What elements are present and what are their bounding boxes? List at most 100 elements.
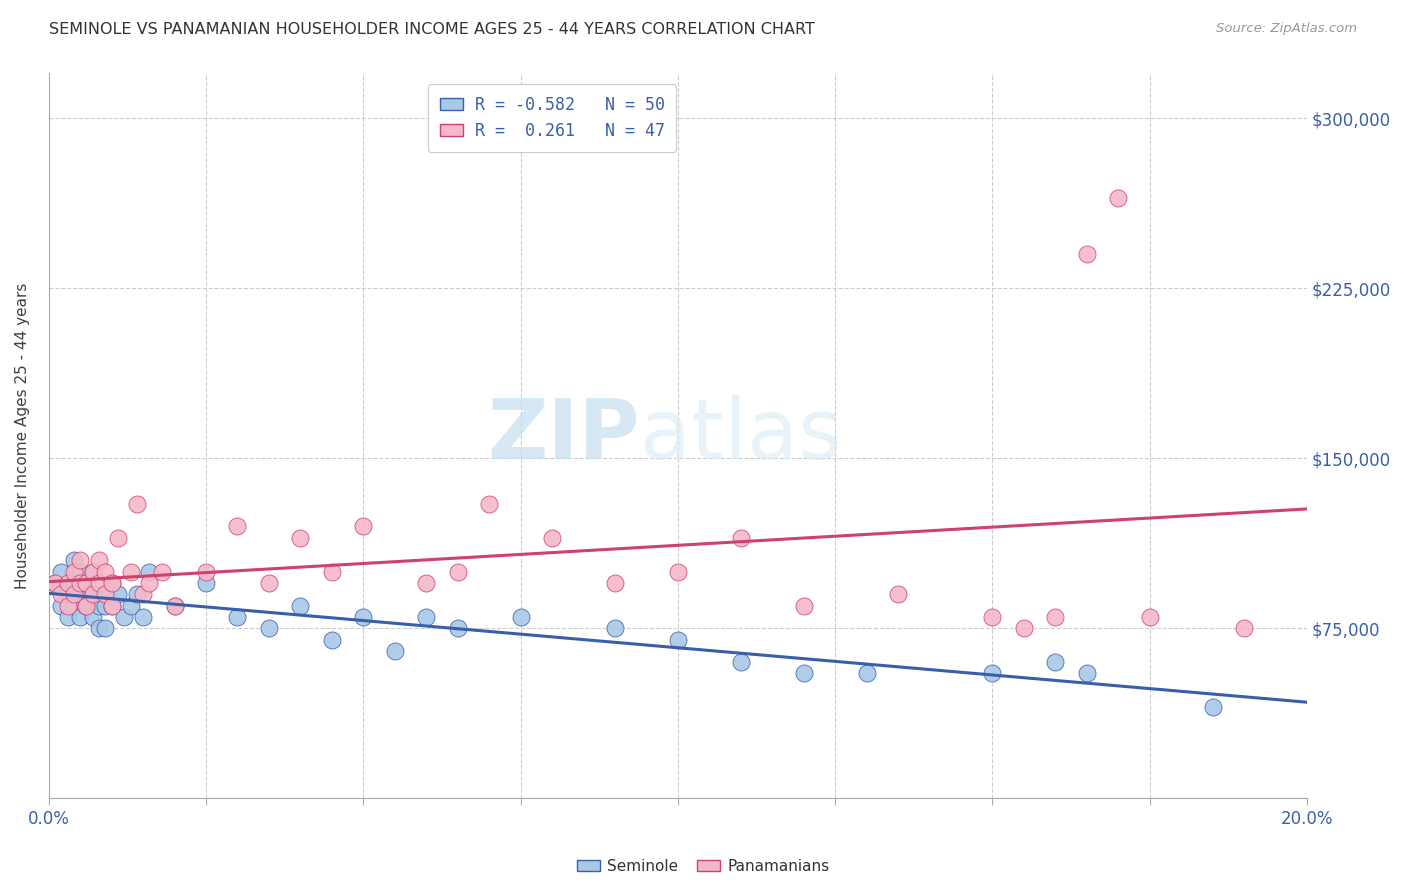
Point <box>94 621 117 635</box>
Point <box>1076 666 1098 681</box>
Point <box>94 565 117 579</box>
Point <box>69 565 91 579</box>
Point <box>112 610 135 624</box>
Point <box>63 575 86 590</box>
Point <box>290 531 312 545</box>
Point <box>226 610 249 624</box>
Point <box>195 565 218 579</box>
Point <box>63 553 86 567</box>
Point <box>56 575 79 590</box>
Text: SEMINOLE VS PANAMANIAN HOUSEHOLDER INCOME AGES 25 - 44 YEARS CORRELATION CHART: SEMINOLE VS PANAMANIAN HOUSEHOLDER INCOM… <box>49 22 815 37</box>
Legend: R = -0.582   N = 50, R =  0.261   N = 47: R = -0.582 N = 50, R = 0.261 N = 47 <box>427 84 676 152</box>
Point <box>76 587 98 601</box>
Point <box>51 599 73 613</box>
Point <box>855 666 877 681</box>
Point <box>100 575 122 590</box>
Point <box>63 565 86 579</box>
Point <box>132 610 155 624</box>
Point <box>1076 247 1098 261</box>
Point <box>603 575 626 590</box>
Point <box>138 575 160 590</box>
Point <box>125 497 148 511</box>
Point <box>981 666 1004 681</box>
Point <box>87 553 110 567</box>
Point <box>730 531 752 545</box>
Point <box>1233 621 1256 635</box>
Point <box>76 599 98 613</box>
Point <box>87 575 110 590</box>
Point <box>226 519 249 533</box>
Point <box>56 610 79 624</box>
Point <box>94 587 117 601</box>
Point <box>120 599 142 613</box>
Point <box>56 587 79 601</box>
Point <box>76 575 98 590</box>
Point <box>603 621 626 635</box>
Point <box>257 575 280 590</box>
Point <box>509 610 531 624</box>
Point <box>1012 621 1035 635</box>
Point <box>163 599 186 613</box>
Point <box>195 575 218 590</box>
Legend: Seminole, Panamanians: Seminole, Panamanians <box>571 853 835 880</box>
Point <box>793 599 815 613</box>
Point <box>1045 610 1067 624</box>
Point <box>478 497 501 511</box>
Point <box>87 621 110 635</box>
Point <box>107 531 129 545</box>
Point <box>257 621 280 635</box>
Point <box>666 632 689 647</box>
Point <box>352 519 374 533</box>
Point <box>87 599 110 613</box>
Point <box>887 587 910 601</box>
Point <box>793 666 815 681</box>
Point <box>666 565 689 579</box>
Point <box>82 587 104 601</box>
Point <box>82 565 104 579</box>
Point <box>1107 191 1129 205</box>
Point <box>76 575 98 590</box>
Point <box>541 531 564 545</box>
Point <box>76 599 98 613</box>
Point <box>100 575 122 590</box>
Point <box>69 553 91 567</box>
Point <box>120 565 142 579</box>
Point <box>125 587 148 601</box>
Point <box>100 599 122 613</box>
Point <box>100 599 122 613</box>
Point <box>384 644 406 658</box>
Point <box>107 587 129 601</box>
Point <box>352 610 374 624</box>
Point <box>44 575 66 590</box>
Point <box>446 621 468 635</box>
Point <box>69 610 91 624</box>
Point <box>415 575 437 590</box>
Point <box>321 565 343 579</box>
Point <box>69 587 91 601</box>
Point <box>150 565 173 579</box>
Point <box>69 575 91 590</box>
Point <box>321 632 343 647</box>
Text: ZIP: ZIP <box>488 395 640 476</box>
Point <box>56 599 79 613</box>
Text: atlas: atlas <box>640 395 842 476</box>
Point <box>730 655 752 669</box>
Point <box>94 599 117 613</box>
Point <box>163 599 186 613</box>
Text: Source: ZipAtlas.com: Source: ZipAtlas.com <box>1216 22 1357 36</box>
Y-axis label: Householder Income Ages 25 - 44 years: Householder Income Ages 25 - 44 years <box>15 283 30 589</box>
Point <box>446 565 468 579</box>
Point <box>44 575 66 590</box>
Point <box>94 587 117 601</box>
Point <box>1139 610 1161 624</box>
Point <box>1045 655 1067 669</box>
Point <box>981 610 1004 624</box>
Point <box>82 587 104 601</box>
Point <box>415 610 437 624</box>
Point <box>1201 700 1223 714</box>
Point <box>51 565 73 579</box>
Point <box>51 587 73 601</box>
Point <box>290 599 312 613</box>
Point <box>82 610 104 624</box>
Point <box>63 587 86 601</box>
